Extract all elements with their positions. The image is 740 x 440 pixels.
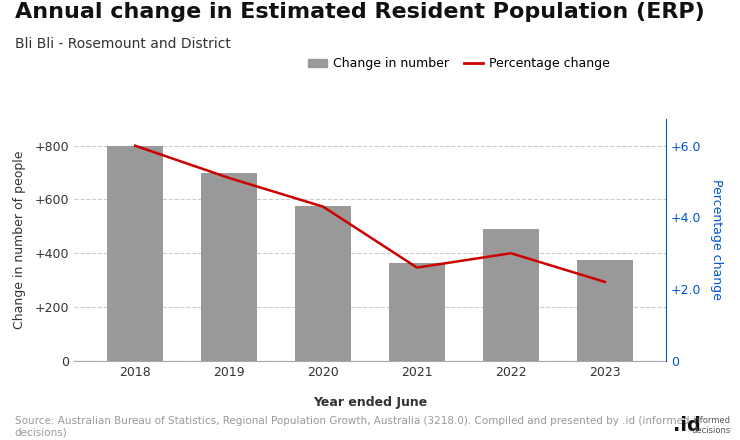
Text: informed
decisions: informed decisions — [692, 416, 731, 435]
Bar — [107, 146, 164, 361]
Text: Bli Bli - Rosemount and District: Bli Bli - Rosemount and District — [15, 37, 231, 51]
Bar — [482, 229, 539, 361]
Bar — [201, 172, 258, 361]
Bar — [388, 263, 445, 361]
Legend: Change in number, Percentage change: Change in number, Percentage change — [303, 52, 615, 75]
Bar — [295, 206, 352, 361]
Text: Annual change in Estimated Resident Population (ERP): Annual change in Estimated Resident Popu… — [15, 2, 704, 22]
Text: Source: Australian Bureau of Statistics, Regional Population Growth, Australia (: Source: Australian Bureau of Statistics,… — [15, 416, 689, 437]
Text: .id: .id — [673, 416, 702, 435]
Y-axis label: Percentage change: Percentage change — [710, 180, 723, 300]
Text: Year ended June: Year ended June — [313, 396, 427, 409]
Y-axis label: Change in number of people: Change in number of people — [13, 150, 26, 329]
Bar — [576, 260, 633, 361]
